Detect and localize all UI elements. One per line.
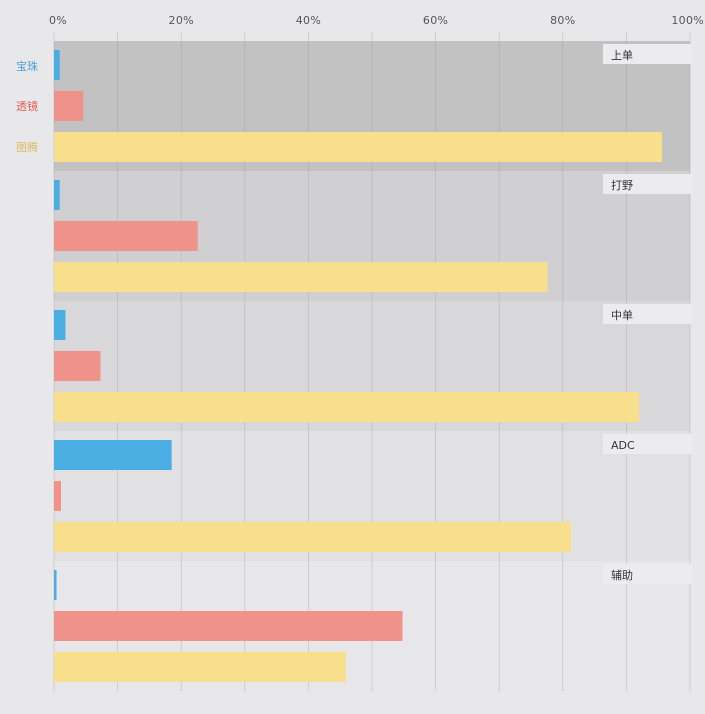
category-label-box — [603, 174, 692, 194]
x-tick-label: 60% — [423, 14, 448, 27]
x-tick-label: 0% — [49, 14, 67, 27]
bar — [54, 262, 548, 292]
x-axis-tick-labels: 0% 20% 40% 60% 80% 100% — [49, 14, 704, 27]
bar — [54, 522, 572, 552]
category-label: 中单 — [611, 309, 633, 322]
x-tick-label: 100% — [671, 14, 704, 27]
bars — [54, 50, 663, 682]
bar — [54, 221, 198, 251]
category-label-box — [603, 434, 692, 454]
bar — [54, 570, 57, 600]
x-tick-label: 40% — [296, 14, 321, 27]
bar — [54, 652, 346, 682]
bar — [54, 481, 61, 511]
category-label-box — [603, 44, 692, 64]
bar — [54, 50, 60, 80]
category-label: 上单 — [611, 49, 633, 62]
x-tick-label: 20% — [169, 14, 194, 27]
bar — [54, 91, 84, 121]
legend-label: 宝珠 — [16, 59, 38, 73]
bar — [54, 611, 403, 641]
category-label-box — [603, 564, 692, 584]
bar — [54, 310, 66, 340]
category-label: 打野 — [611, 178, 633, 192]
legend-label: 图腾 — [16, 140, 38, 154]
bar — [54, 392, 640, 422]
category-label: ADC — [611, 439, 635, 452]
category-label: 辅助 — [611, 568, 633, 582]
legend-label: 透镜 — [16, 99, 38, 113]
category-label-box — [603, 304, 692, 324]
bar — [54, 351, 101, 381]
bar — [54, 180, 60, 210]
bar — [54, 132, 663, 162]
x-tick-label: 80% — [550, 14, 575, 27]
bar — [54, 440, 172, 470]
